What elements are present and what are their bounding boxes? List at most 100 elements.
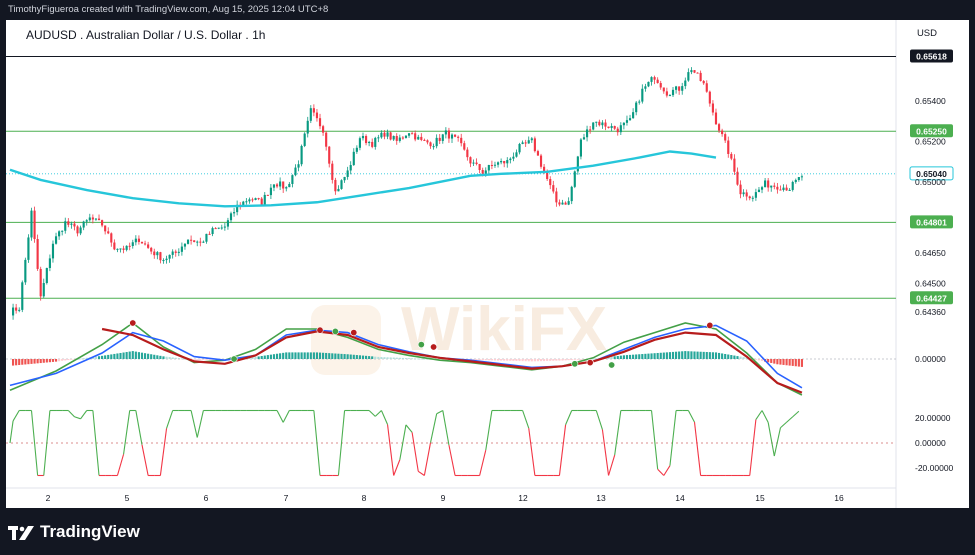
osc-segment bbox=[761, 410, 769, 423]
candle-body bbox=[340, 180, 343, 189]
candle-body bbox=[656, 79, 659, 84]
macd-histogram-bar bbox=[260, 355, 263, 359]
macd-histogram-bar bbox=[346, 354, 349, 359]
candle-body bbox=[622, 122, 625, 126]
chart-area[interactable]: WikiFX 0.65618 0.65250 0.64801 0.64427 0.6504… bbox=[6, 20, 969, 508]
candle-body bbox=[177, 251, 180, 253]
candle-body bbox=[315, 112, 319, 119]
macd-histogram-bar bbox=[33, 359, 36, 364]
macd-histogram-bar bbox=[582, 359, 586, 360]
osc-segment bbox=[693, 422, 702, 476]
candle-body bbox=[552, 185, 555, 192]
macd-histogram-bar bbox=[297, 352, 300, 359]
candle-body bbox=[371, 141, 374, 147]
candle-body bbox=[229, 213, 233, 221]
candle-body bbox=[607, 126, 610, 129]
osc-segment bbox=[313, 410, 321, 476]
macd-histogram-bar bbox=[717, 352, 721, 359]
candle-body bbox=[724, 134, 727, 141]
candle-body bbox=[64, 221, 67, 231]
candle-body bbox=[257, 198, 260, 200]
macd-histogram-bar bbox=[352, 354, 355, 359]
candle-body bbox=[11, 307, 15, 316]
candle-body bbox=[760, 187, 764, 190]
macd-histogram-bar bbox=[622, 355, 625, 359]
candle-body bbox=[659, 83, 662, 88]
candle-body bbox=[435, 137, 438, 147]
candle-body bbox=[555, 191, 558, 203]
level-tag-3 bbox=[910, 291, 953, 305]
candle-body bbox=[269, 187, 272, 196]
macd-histogram-bar bbox=[487, 359, 490, 361]
candle-body bbox=[70, 223, 73, 225]
macd-histogram-bar bbox=[484, 359, 487, 361]
candle-body bbox=[15, 307, 18, 311]
candle-body bbox=[570, 186, 573, 202]
candle-body bbox=[61, 230, 64, 232]
candle-body bbox=[521, 142, 524, 144]
macd-histogram-bar bbox=[328, 353, 331, 359]
candle-body bbox=[625, 120, 629, 123]
candle-body bbox=[300, 145, 303, 165]
candle-body bbox=[668, 95, 672, 97]
osc-segment bbox=[123, 410, 131, 455]
candle-body bbox=[797, 177, 800, 180]
osc-axis-tick-2: -20.00000 bbox=[915, 463, 954, 473]
candle-body bbox=[493, 164, 497, 166]
candle-body bbox=[159, 252, 162, 261]
candle-body bbox=[36, 239, 39, 269]
macd-histogram-bar bbox=[18, 359, 21, 366]
candle-body bbox=[48, 258, 51, 269]
candle-body bbox=[733, 158, 736, 172]
level-tag-label-3: 0.64427 bbox=[916, 293, 947, 303]
candle-body bbox=[107, 231, 110, 234]
osc-segment bbox=[196, 410, 204, 438]
candle-body bbox=[325, 132, 328, 147]
macd-histogram-bar bbox=[54, 359, 58, 362]
chart-svg[interactable]: WikiFX 0.65618 0.65250 0.64801 0.64427 0.6504… bbox=[6, 20, 969, 508]
macd-cross-dot-6 bbox=[430, 343, 438, 351]
macd-histogram-bar bbox=[377, 356, 380, 359]
candle-body bbox=[377, 137, 380, 139]
macd-histogram-bar bbox=[573, 359, 576, 360]
candle-body bbox=[509, 158, 512, 161]
oscillator-group bbox=[9, 409, 800, 477]
candle-body bbox=[395, 135, 398, 141]
candle-body bbox=[788, 189, 791, 191]
candle-body bbox=[220, 227, 223, 229]
osc-axis-tick-0: 20.00000 bbox=[915, 413, 951, 423]
candle-body bbox=[205, 233, 208, 242]
candle-body bbox=[116, 248, 119, 250]
candle-body bbox=[506, 160, 509, 164]
candle-body bbox=[454, 134, 457, 137]
macd-histogram-bar bbox=[708, 352, 711, 359]
macd-histogram-bar bbox=[349, 354, 352, 359]
macd-histogram-bar bbox=[380, 357, 383, 359]
macd-histogram-bar bbox=[110, 354, 113, 359]
macd-histogram-bar bbox=[527, 359, 530, 362]
macd-histogram-bar bbox=[113, 353, 116, 359]
osc-segment bbox=[166, 410, 174, 429]
macd-histogram-bar bbox=[39, 359, 42, 364]
macd-histogram-bar bbox=[711, 352, 714, 359]
macd-histogram-bar bbox=[168, 357, 171, 359]
macd-histogram-bar bbox=[143, 353, 147, 359]
macd-histogram-bar bbox=[294, 352, 297, 359]
macd-histogram-bar bbox=[334, 353, 337, 359]
candle-body bbox=[773, 185, 776, 187]
macd-histogram-bar bbox=[693, 351, 696, 359]
candle-body bbox=[186, 239, 190, 244]
osc-segment bbox=[411, 432, 419, 472]
candle-body bbox=[702, 81, 705, 84]
macd-histogram-bar bbox=[404, 358, 408, 359]
candle-body bbox=[104, 225, 107, 232]
macd-histogram-bar bbox=[595, 358, 598, 360]
candle-body bbox=[245, 201, 248, 203]
candle-body bbox=[232, 212, 236, 214]
macd-histogram-bar bbox=[760, 359, 764, 361]
macd-histogram-bar bbox=[303, 352, 306, 359]
macd-histogram-bar bbox=[21, 359, 24, 365]
candle-body bbox=[266, 194, 269, 196]
candle-body bbox=[358, 138, 361, 148]
candle-body bbox=[251, 199, 254, 201]
